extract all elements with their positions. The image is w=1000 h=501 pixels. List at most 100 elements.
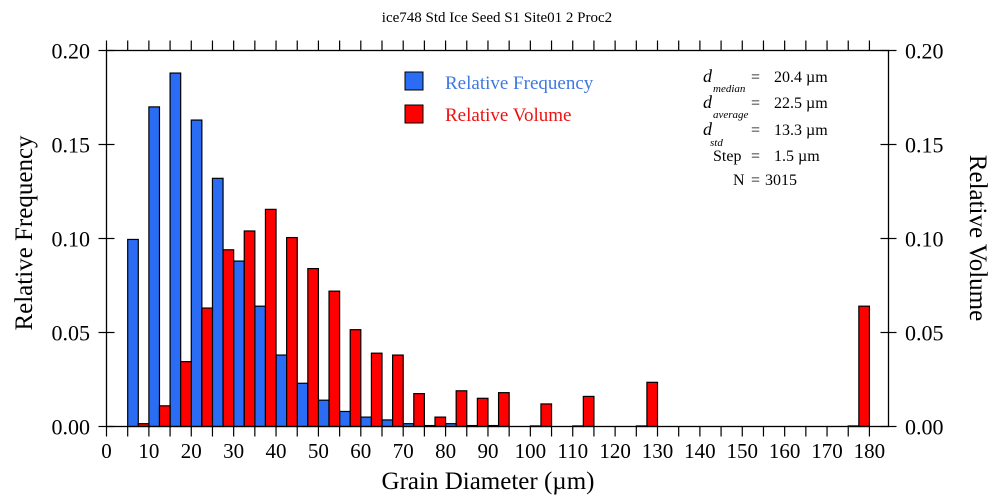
- y-tick-label: 0.05: [52, 321, 91, 346]
- y2-axis-label: Relative Volume: [964, 155, 991, 321]
- legend-label-frequency: Relative Frequency: [445, 73, 594, 94]
- y2-tick-labels: 0.00 0.05 0.10 0.15 0.20: [905, 39, 944, 440]
- bars-group: [127, 72, 871, 428]
- stat-step-label: Step: [713, 148, 741, 165]
- volume-bar: [328, 290, 341, 428]
- stat-step-eq: =: [751, 148, 760, 165]
- volume-bar: [349, 329, 362, 428]
- volume-bar: [476, 397, 489, 428]
- y-tick-labels: 0.00 0.05 0.10 0.15 0.20: [52, 39, 91, 440]
- x-tick-label: 40: [266, 439, 287, 463]
- volume-bar: [180, 361, 192, 428]
- stat-average-subscript: average: [713, 109, 749, 121]
- x-tick-label: 110: [557, 439, 588, 463]
- plot-frame: [105, 49, 890, 428]
- x-tick-label: 50: [308, 439, 329, 463]
- stat-count: N = 3015: [733, 172, 797, 189]
- stat-std-value: 13.3 µm: [774, 122, 828, 139]
- stat-std-symbol: d: [703, 119, 713, 139]
- y2-tick-label: 0.15: [905, 133, 944, 158]
- stats-annotation: d median = 20.4 µm d average = 22.5 µm d…: [703, 66, 828, 189]
- stat-median: d median = 20.4 µm: [703, 66, 828, 95]
- volume-bar: [582, 395, 595, 428]
- x-tick-label: 60: [350, 439, 371, 463]
- y-tick-label: 0.10: [52, 227, 91, 252]
- volume-bar: [201, 307, 214, 428]
- x-tick-label: 30: [223, 439, 244, 463]
- legend-label-volume: Relative Volume: [445, 105, 571, 126]
- x-tick-label: 160: [769, 439, 801, 463]
- legend-swatch-volume: [404, 104, 424, 124]
- y-axis-label: Relative Frequency: [11, 135, 38, 331]
- x-tick-labels: 0 10 20 30 40 50 60 70 80 90 100 110 120 130 140 150 160…: [101, 439, 885, 463]
- chart-title: ice748 Std Ice Seed S1 Site01 2 Proc2: [382, 10, 612, 26]
- volume-bar: [540, 403, 553, 428]
- frequency-bar: [339, 410, 351, 428]
- frequency-bar: [254, 305, 267, 428]
- y-tick-label: 0.20: [52, 39, 91, 64]
- x-tick-label: 20: [181, 439, 202, 463]
- stat-std: d std = 13.3 µm: [703, 119, 828, 149]
- stat-average-symbol: d: [703, 92, 713, 112]
- volume-bar: [286, 236, 298, 428]
- stat-median-subscript: median: [713, 83, 746, 95]
- x-tick-label: 80: [435, 439, 456, 463]
- x-tick-label: 150: [727, 439, 759, 463]
- legend: Relative Frequency Relative Volume: [404, 71, 594, 126]
- volume-bar: [243, 230, 256, 428]
- x-tick-label: 10: [138, 439, 159, 463]
- frequency-bar: [211, 177, 224, 428]
- volume-bar: [370, 352, 383, 428]
- y2-tick-label: 0.10: [905, 227, 944, 252]
- stat-count-value: 3015: [765, 172, 797, 189]
- x-tick-label: 130: [642, 439, 674, 463]
- stat-std-eq: =: [751, 122, 760, 139]
- stat-average-value: 22.5 µm: [774, 95, 828, 112]
- volume-bar: [222, 249, 235, 428]
- frequency-bar: [317, 399, 330, 428]
- stat-median-symbol: d: [703, 66, 713, 86]
- frequency-bar: [296, 382, 309, 428]
- stat-count-eq: =: [751, 172, 760, 189]
- y-tick-label: 0.00: [52, 415, 91, 440]
- x-axis-label: Grain Diameter (µm): [382, 468, 595, 495]
- frequency-bar: [360, 416, 373, 428]
- stat-step: Step = 1.5 µm: [713, 148, 820, 165]
- stat-count-label: N: [733, 172, 745, 189]
- volume-bar: [646, 381, 659, 428]
- frequency-bar: [381, 419, 394, 428]
- volume-bar: [158, 405, 171, 428]
- volume-bar: [307, 267, 320, 428]
- volume-bar: [858, 305, 871, 428]
- stat-average: d average = 22.5 µm: [703, 92, 828, 121]
- frequency-bar: [148, 106, 161, 428]
- x-tick-label: 170: [811, 439, 843, 463]
- stat-median-eq: =: [751, 69, 760, 86]
- stat-median-value: 20.4 µm: [774, 69, 828, 86]
- frequency-bar: [190, 119, 203, 428]
- volume-bar: [392, 354, 404, 428]
- y2-tick-label: 0.00: [905, 415, 944, 440]
- stat-average-eq: =: [751, 95, 760, 112]
- frequency-bar: [127, 238, 139, 428]
- legend-swatch-frequency: [404, 71, 424, 91]
- stat-step-value: 1.5 µm: [774, 148, 820, 165]
- frequency-bar: [233, 260, 245, 428]
- volume-bar: [264, 208, 277, 428]
- y-tick-label: 0.15: [52, 133, 91, 158]
- x-tick-label: 0: [101, 439, 112, 463]
- stat-std-subscript: std: [710, 137, 723, 149]
- x-tick-label: 180: [854, 439, 886, 463]
- y2-tick-label: 0.20: [905, 39, 944, 64]
- volume-bar: [455, 390, 468, 428]
- volume-bar: [497, 392, 510, 428]
- volume-bar: [434, 416, 447, 428]
- x-tick-label: 140: [684, 439, 716, 463]
- frequency-bar: [169, 72, 182, 428]
- x-tick-label: 90: [477, 439, 498, 463]
- x-tick-label: 120: [599, 439, 631, 463]
- frequency-bar: [275, 354, 288, 428]
- x-tick-label: 100: [515, 439, 547, 463]
- volume-bar: [413, 393, 425, 428]
